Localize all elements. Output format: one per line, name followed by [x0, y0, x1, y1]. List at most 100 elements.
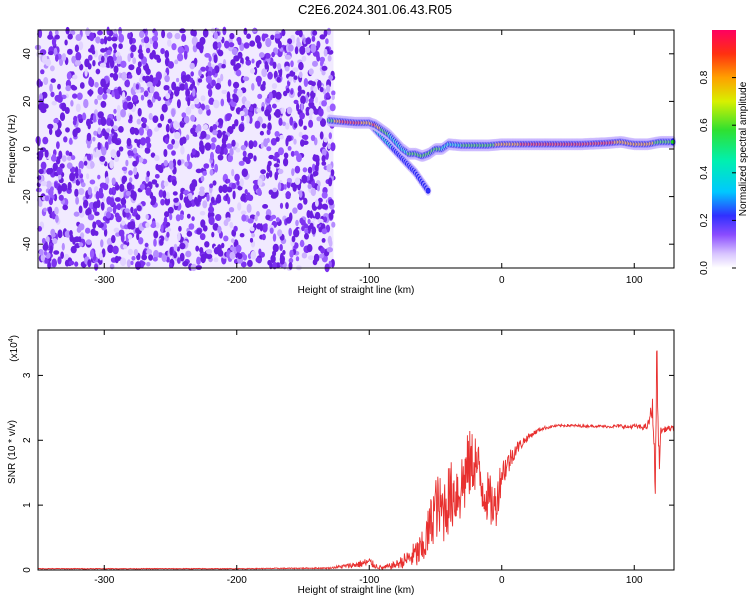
noise-speckle	[237, 51, 243, 59]
snr-y-label: SNR (10 * v/v)	[7, 420, 18, 484]
noise-speckle	[101, 146, 107, 156]
noise-speckle	[109, 160, 115, 169]
noise-speckle	[46, 180, 52, 189]
noise-speckle	[116, 150, 121, 158]
noise-speckle	[229, 251, 236, 260]
snr-panel: -300 -200 -100 0 100 0 1 2 3 Height of straight…	[7, 329, 675, 596]
noise-speckle	[282, 250, 286, 255]
noise-speckle	[40, 180, 48, 187]
noise-speckle	[74, 188, 79, 197]
noise-speckle	[270, 34, 275, 40]
noise-speckle	[107, 136, 112, 145]
noise-speckle	[49, 83, 53, 93]
snr-y-ticks: 0 1 2 3	[22, 372, 674, 573]
noise-speckle	[308, 108, 314, 116]
noise-speckle	[208, 97, 215, 105]
noise-speckle	[302, 140, 309, 145]
noise-speckle	[321, 203, 328, 210]
noise-speckle	[132, 192, 137, 201]
noise-speckle	[160, 198, 166, 206]
ridge-core	[426, 189, 431, 193]
noise-speckle	[43, 77, 49, 85]
noise-speckle	[44, 149, 49, 158]
noise-speckle	[106, 26, 110, 36]
noise-speckle	[72, 93, 78, 99]
noise-speckle	[308, 114, 313, 120]
noise-speckle	[151, 179, 158, 185]
noise-speckle	[204, 104, 210, 111]
noise-speckle	[301, 252, 308, 259]
noise-speckle	[154, 30, 159, 38]
noise-speckle	[198, 190, 205, 197]
noise-speckle	[204, 241, 210, 248]
snr-frame	[37, 329, 675, 571]
noise-speckle	[114, 156, 120, 163]
y-tick-label: 40	[22, 48, 33, 60]
noise-speckle	[241, 114, 245, 122]
noise-speckle	[148, 112, 153, 121]
noise-speckle	[75, 196, 79, 205]
noise-speckle	[239, 110, 245, 116]
noise-speckle	[145, 42, 151, 50]
noise-speckle	[54, 34, 60, 40]
noise-speckle	[199, 186, 205, 192]
colorbar-tick-label: 0.0	[699, 261, 710, 275]
noise-speckle	[207, 61, 212, 68]
noise-speckle	[145, 47, 151, 54]
noise-speckle	[97, 30, 103, 36]
noise-speckle	[147, 99, 152, 105]
noise-speckle	[49, 167, 54, 174]
noise-speckle	[271, 83, 278, 89]
noise-speckle	[321, 69, 326, 76]
noise-speckle	[210, 151, 214, 161]
noise-speckle	[99, 38, 105, 45]
noise-speckle	[213, 257, 219, 263]
noise-speckle	[97, 174, 101, 180]
noise-speckle	[53, 123, 58, 131]
noise-speckle	[291, 235, 296, 243]
noise-speckle	[177, 257, 181, 264]
noise-speckle	[66, 162, 73, 169]
noise-speckle	[262, 223, 268, 233]
y-tick-label: 3	[22, 372, 33, 378]
noise-speckle	[76, 92, 83, 100]
noise-speckle	[196, 256, 201, 265]
snr-multiplier-close: )	[9, 335, 20, 338]
noise-speckle	[140, 137, 147, 146]
noise-speckle	[210, 212, 215, 218]
noise-speckle	[97, 127, 102, 135]
noise-speckle	[90, 44, 95, 54]
noise-speckle	[186, 153, 190, 163]
noise-speckle	[271, 51, 275, 58]
noise-speckle	[190, 127, 196, 134]
noise-speckle	[57, 229, 63, 239]
noise-speckle	[306, 210, 311, 219]
noise-speckle	[245, 56, 250, 62]
y-tick-label: 20	[22, 95, 33, 107]
noise-speckle	[189, 96, 196, 101]
noise-speckle	[285, 122, 290, 130]
noise-speckle	[100, 239, 104, 248]
noise-speckle	[232, 93, 237, 99]
noise-speckle	[184, 161, 189, 167]
noise-speckle	[118, 146, 124, 152]
noise-speckle	[173, 243, 178, 252]
noise-speckle	[313, 108, 320, 115]
noise-speckle	[296, 37, 300, 45]
noise-speckle	[77, 168, 82, 176]
colorbar-tick-label: 0.6	[699, 118, 710, 132]
noise-speckle	[146, 128, 153, 138]
noise-speckle	[56, 95, 63, 103]
noise-speckle	[125, 190, 131, 197]
noise-speckle	[107, 55, 114, 63]
noise-speckle	[217, 118, 224, 126]
noise-speckle	[255, 257, 262, 263]
noise-speckle	[285, 217, 292, 224]
noise-speckle	[279, 202, 284, 209]
noise-speckle	[57, 174, 62, 180]
noise-speckle	[252, 103, 257, 109]
x-tick-label: 100	[626, 575, 643, 586]
noise-speckle	[41, 237, 46, 244]
noise-speckle	[237, 185, 243, 191]
noise-speckle	[286, 106, 293, 115]
